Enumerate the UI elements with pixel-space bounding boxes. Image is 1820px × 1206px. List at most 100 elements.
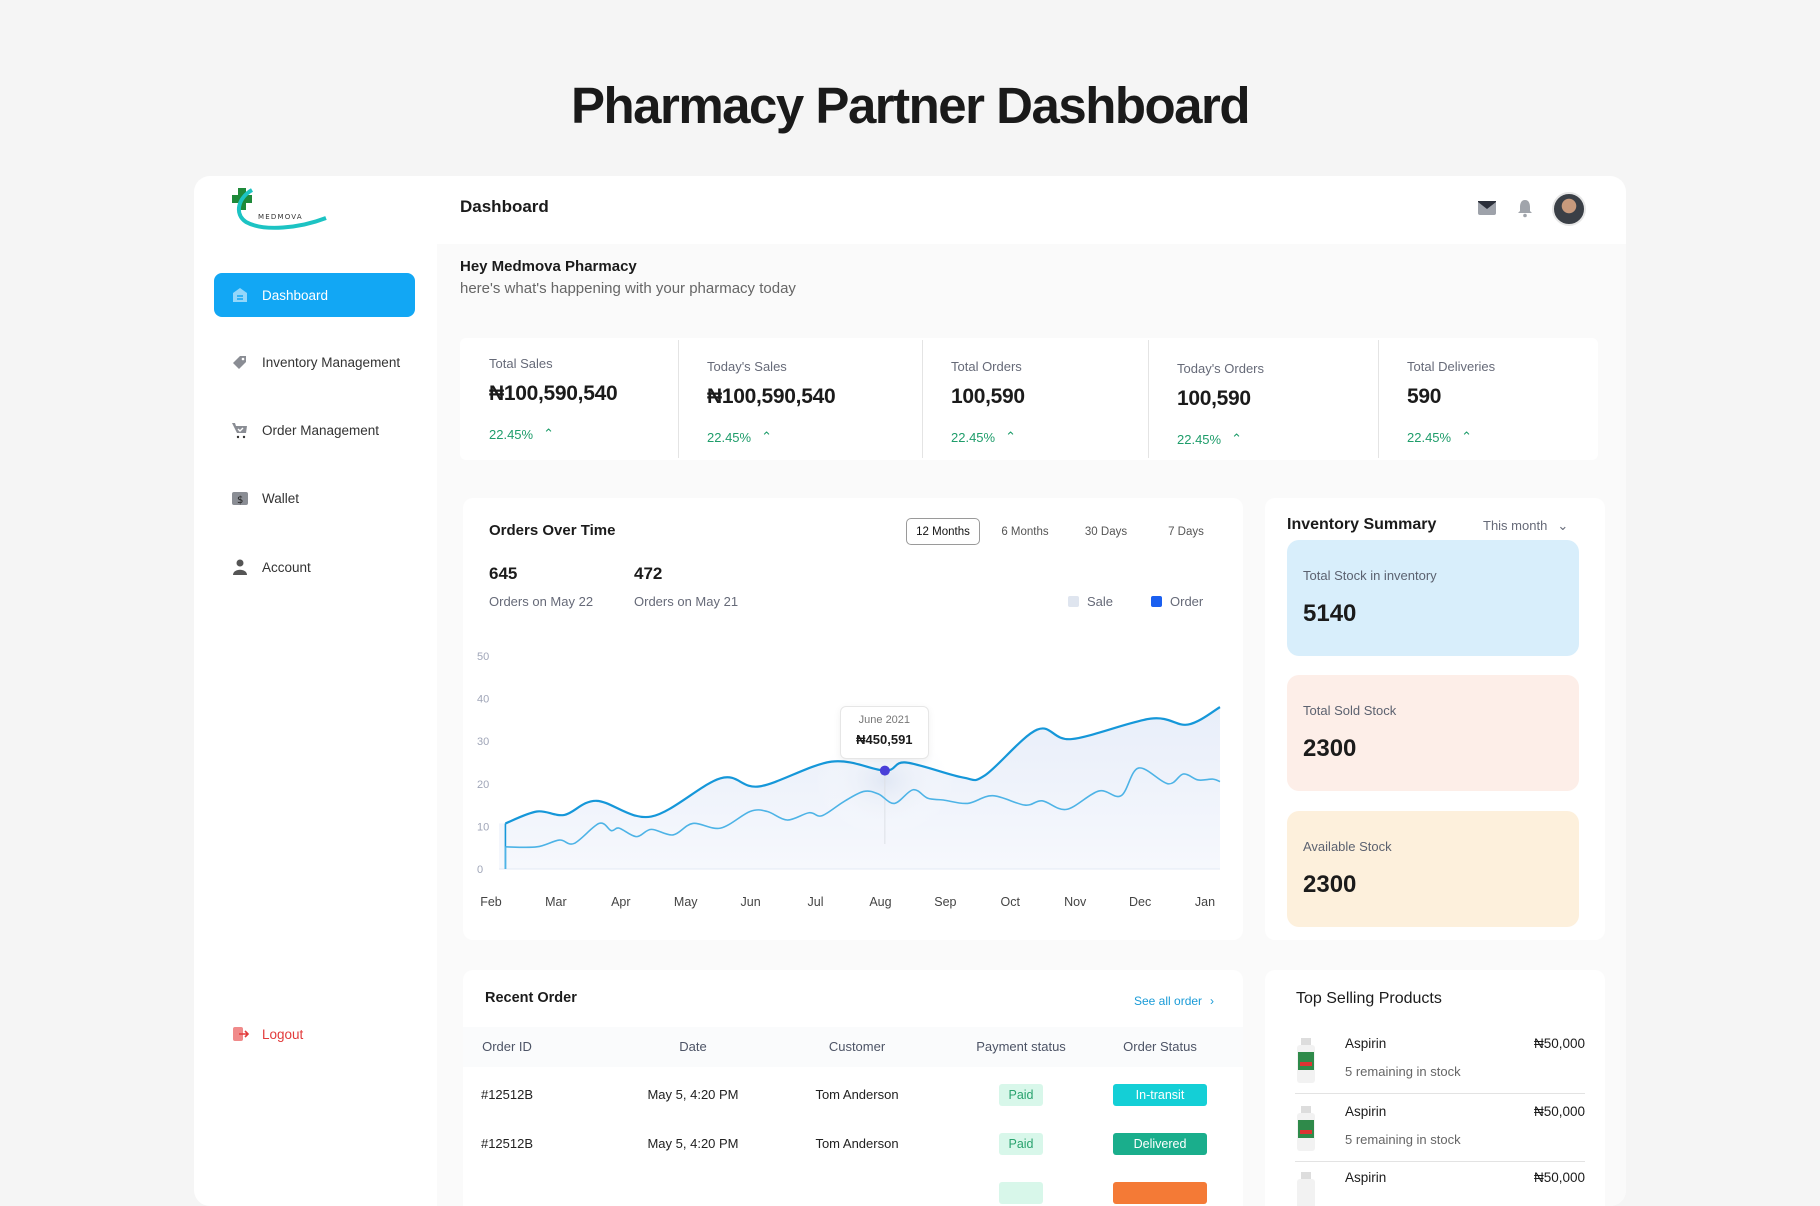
- product-image: [1297, 1106, 1315, 1151]
- order-status-badge: [1113, 1182, 1207, 1204]
- stat-change: 22.45% ⌃: [489, 426, 554, 442]
- stat-change: 22.45% ⌃: [1407, 429, 1472, 445]
- x-tick-label: Mar: [545, 895, 567, 909]
- medmova-logo: MEDMOVA: [230, 184, 340, 234]
- stat-change-value: 22.45%: [951, 429, 996, 445]
- x-tick-label: Dec: [1129, 895, 1151, 909]
- wallet-icon: $: [232, 492, 248, 506]
- sidebar-item-order-management[interactable]: Order Management: [214, 408, 415, 452]
- see-all-orders-link[interactable]: See all order ›: [1134, 994, 1214, 1008]
- stats-panel: Total Sales ₦100,590,540 22.45% ⌃ Today's…: [460, 338, 1598, 460]
- logout-icon: [233, 1027, 250, 1041]
- product-item[interactable]: Aspirin ₦50,000: [1295, 1170, 1585, 1206]
- stat-change-value: 22.45%: [1407, 429, 1452, 445]
- divider: [678, 340, 679, 458]
- inventory-value: 2300: [1303, 735, 1357, 762]
- arrow-up-icon: ⌃: [1461, 429, 1472, 444]
- home-icon: [233, 288, 247, 302]
- y-tick-label: 20: [477, 779, 489, 791]
- legend-item-order: Order: [1151, 594, 1203, 609]
- table-header: Order ID Date Customer Payment status Or…: [463, 1027, 1243, 1067]
- avatar[interactable]: [1552, 192, 1586, 226]
- product-item[interactable]: Aspirin ₦50,000 5 remaining in stock: [1295, 1104, 1585, 1162]
- column-header: Customer: [828, 1039, 886, 1054]
- sidebar-item-label: Dashboard: [262, 287, 329, 303]
- payment-status-badge: Paid: [999, 1084, 1043, 1106]
- sidebar-item-inventory-management[interactable]: Inventory Management: [214, 340, 415, 384]
- legend-swatch: [1068, 596, 1079, 607]
- x-tick-label: May: [674, 895, 698, 909]
- cart-icon: [232, 423, 247, 439]
- header-title: Dashboard: [460, 197, 549, 216]
- user-icon: [233, 559, 247, 575]
- sidebar-item-account[interactable]: Account: [214, 545, 415, 589]
- tab-30-days[interactable]: 30 Days: [1084, 525, 1128, 538]
- inventory-label: Total Sold Stock: [1303, 703, 1397, 718]
- inventory-label: Total Stock in inventory: [1303, 568, 1437, 583]
- inventory-box-sold-stock: Total Sold Stock 2300: [1287, 675, 1579, 791]
- tooltip-label: June 2021: [858, 713, 911, 726]
- stat-todays-orders: Today's Orders 100,590 22.45% ⌃: [1148, 343, 1378, 465]
- tab-12-months[interactable]: 12 Months: [906, 518, 980, 545]
- stat-value: ₦100,590,540: [489, 382, 618, 405]
- legend-item-sale: Sale: [1068, 594, 1113, 609]
- bell-icon[interactable]: [1517, 198, 1533, 218]
- payment-status-badge: Paid: [999, 1133, 1043, 1155]
- x-tick-label: Feb: [480, 895, 502, 909]
- top-selling-products-panel: Top Selling Products Aspirin ₦50,000 5 r…: [1265, 970, 1605, 1206]
- series-line-1: [505, 767, 1221, 849]
- legend-swatch: [1151, 596, 1162, 607]
- x-tick-label: Apr: [611, 895, 630, 909]
- product-price: ₦50,000: [1533, 1036, 1585, 1051]
- order-date: May 5, 4:20 PM: [647, 1087, 739, 1102]
- product-price: ₦50,000: [1533, 1170, 1585, 1185]
- tab-6-months[interactable]: 6 Months: [1001, 525, 1049, 538]
- table-row[interactable]: #12512B May 5, 4:20 PM Tom Anderson Paid…: [463, 1124, 1243, 1164]
- stat-value: ₦100,590,540: [707, 385, 836, 408]
- tooltip-value: ₦450,591: [856, 731, 913, 747]
- greeting-title: Hey Medmova Pharmacy: [460, 258, 637, 275]
- stat-label: Today's Sales: [707, 359, 787, 374]
- table-row[interactable]: [463, 1173, 1243, 1206]
- x-tick-label: Jun: [741, 895, 761, 909]
- order-id: #12512B: [480, 1136, 534, 1151]
- logout-button[interactable]: Logout: [214, 1012, 415, 1056]
- period-dropdown[interactable]: This month ⌄: [1483, 518, 1568, 534]
- mail-icon[interactable]: [1477, 199, 1497, 217]
- product-name: Aspirin: [1345, 1170, 1387, 1185]
- table-row[interactable]: #12512B May 5, 4:20 PM Tom Anderson Paid…: [463, 1075, 1243, 1115]
- sidebar-item-dashboard[interactable]: Dashboard: [214, 273, 415, 317]
- legend-label: Order: [1170, 594, 1204, 609]
- period-label: This month: [1483, 518, 1548, 533]
- stat-value: 100,590: [1177, 387, 1251, 410]
- summary-value: 645: [489, 564, 518, 583]
- column-header: Order ID: [482, 1039, 532, 1054]
- divider: [1378, 340, 1379, 458]
- recent-orders-panel: Recent Order See all order › Order ID Dat…: [463, 970, 1243, 1206]
- x-tick-label: Aug: [869, 895, 891, 909]
- stat-label: Total Deliveries: [1407, 359, 1496, 374]
- divider: [922, 340, 923, 458]
- sidebar-item-wallet[interactable]: $ Wallet: [214, 476, 415, 520]
- inventory-label: Available Stock: [1303, 839, 1392, 854]
- product-item[interactable]: Aspirin ₦50,000 5 remaining in stock: [1295, 1036, 1585, 1094]
- x-tick-label: Nov: [1064, 895, 1087, 909]
- stat-todays-sales: Today's Sales ₦100,590,540 22.45% ⌃: [678, 341, 922, 463]
- arrow-up-icon: ⌃: [1005, 429, 1016, 444]
- greeting-subtitle: here's what's happening with your pharma…: [460, 280, 796, 297]
- product-price: ₦50,000: [1533, 1104, 1585, 1119]
- divider: [1148, 340, 1149, 458]
- stat-change: 22.45% ⌃: [951, 429, 1016, 445]
- order-status-badge: Delivered: [1113, 1133, 1207, 1155]
- tab-7-days[interactable]: 7 Days: [1168, 525, 1204, 538]
- arrow-up-icon: ⌃: [761, 429, 772, 444]
- arrow-up-icon: ⌃: [543, 426, 554, 441]
- order-customer: Tom Anderson: [815, 1136, 899, 1151]
- order-id: #12512B: [480, 1087, 534, 1102]
- stat-total-deliveries: Total Deliveries 590 22.45% ⌃: [1378, 341, 1598, 463]
- stat-value: 100,590: [951, 385, 1025, 408]
- see-all-label: See all order: [1134, 994, 1203, 1008]
- top-products-title: Top Selling Products: [1296, 990, 1442, 1007]
- sidebar-item-label: Order Management: [262, 422, 380, 438]
- highlight-point: [879, 765, 890, 776]
